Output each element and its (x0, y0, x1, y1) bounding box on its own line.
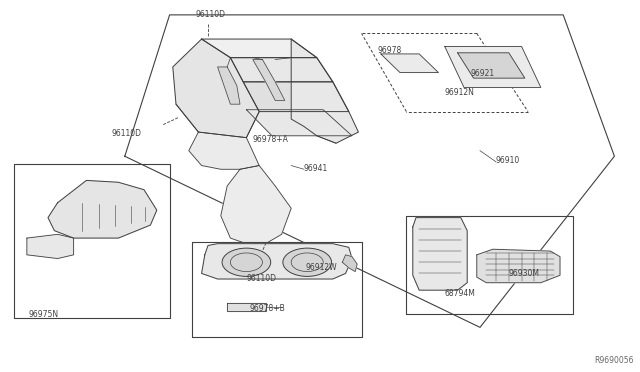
Polygon shape (342, 255, 357, 272)
Text: 96110D: 96110D (246, 274, 276, 283)
Text: 96110D: 96110D (112, 129, 142, 138)
Text: 96912N: 96912N (445, 88, 475, 97)
Text: R9690056: R9690056 (594, 356, 634, 365)
Polygon shape (218, 67, 240, 104)
Polygon shape (243, 82, 349, 112)
Polygon shape (253, 60, 285, 100)
Polygon shape (413, 218, 467, 290)
Text: 96110D: 96110D (195, 10, 225, 19)
Polygon shape (445, 46, 541, 87)
Text: 96912W: 96912W (305, 263, 337, 272)
Text: 96910: 96910 (496, 155, 520, 164)
Polygon shape (458, 53, 525, 78)
Polygon shape (291, 39, 358, 143)
Text: 96978+B: 96978+B (250, 304, 285, 313)
Text: 96921: 96921 (470, 69, 495, 78)
Polygon shape (227, 303, 266, 311)
Text: 96941: 96941 (304, 164, 328, 173)
Circle shape (283, 248, 332, 276)
Polygon shape (189, 132, 259, 169)
Text: 68794M: 68794M (445, 289, 476, 298)
Text: 96978+A: 96978+A (253, 135, 289, 144)
Polygon shape (202, 244, 352, 279)
Polygon shape (202, 39, 317, 58)
Polygon shape (230, 58, 333, 82)
Polygon shape (221, 166, 291, 244)
Text: 96930M: 96930M (509, 269, 540, 278)
Polygon shape (246, 110, 352, 136)
Text: 96978: 96978 (378, 46, 402, 55)
Polygon shape (477, 249, 560, 283)
Polygon shape (27, 234, 74, 259)
Polygon shape (173, 39, 259, 138)
Polygon shape (48, 180, 157, 238)
Circle shape (222, 248, 271, 276)
Text: 96975N: 96975N (29, 310, 59, 319)
Polygon shape (381, 54, 438, 73)
